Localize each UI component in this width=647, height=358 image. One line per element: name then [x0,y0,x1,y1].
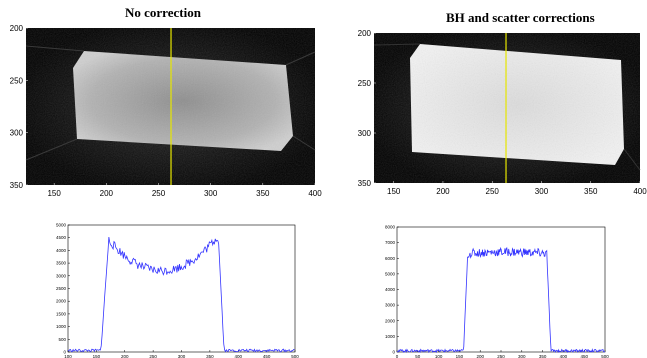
y-tick-label: 1000 [385,334,396,339]
streak-artifact [292,135,316,151]
y-tick-label: 300 [358,129,372,138]
x-tick-label: 100 [64,354,72,358]
profile-plot-no-correction: 100 150 200 250 300 350 400 450 5000500100015002… [56,223,299,358]
x-tick-label: 300 [204,189,218,198]
y-tick-label: 2000 [56,299,67,304]
y-tick-label: 4500 [56,235,67,240]
y-tick-label: 250 [10,76,24,85]
y-tick-label: 200 [358,29,372,38]
x-tick-label: 100 [435,354,443,358]
profile-series [67,236,295,353]
y-tick-label: 1000 [56,324,67,329]
x-tick-label: 400 [308,189,322,198]
y-tick-label: 350 [10,181,24,190]
y-tick-label: 3000 [56,273,67,278]
plot-axes-no-correction: 100 150 200 250 300 350 400 450 5000500100015002… [56,223,299,358]
y-tick-label: 0 [63,350,66,355]
x-tick-label: 450 [263,354,271,358]
y-tick-label: 3500 [56,261,67,266]
x-tick-label: 0 [396,354,399,358]
y-tick-label: 7000 [385,240,396,245]
x-tick-label: 350 [584,187,598,196]
x-tick-label: 250 [149,354,157,358]
x-tick-label: 150 [387,187,401,196]
profile-series [396,246,606,354]
streak-artifact [25,138,78,161]
x-tick-label: 200 [476,354,484,358]
y-tick-label: 8000 [385,225,396,230]
y-tick-label: 350 [358,179,372,188]
y-tick-label: 3000 [385,303,396,308]
plot-axes-bh-scatter: 0 50 100 150 200 250 300 350 400 450 5000100020003… [385,225,609,358]
streak-artifact [25,45,85,52]
y-tick-label: 300 [10,129,24,138]
x-tick-label: 200 [100,189,114,198]
chart-title-bh-scatter: BH and scatter corrections [446,10,595,25]
streak-artifact [285,51,316,66]
x-tick-label: 450 [580,354,588,358]
ct-image-bh-scatter: 150 200 250 300 350 400 200 250 300 350 [358,29,647,196]
x-tick-label: 400 [633,187,647,196]
x-tick-label: 500 [601,354,609,358]
x-tick-label: 50 [415,354,421,358]
y-tick-label: 250 [358,79,372,88]
x-tick-label: 350 [256,189,270,198]
profile-plot-bh-scatter: 0 50 100 150 200 250 300 350 400 450 5000100020003… [385,225,609,358]
chart-title-no-correction: No correction [125,5,201,20]
y-tick-label: 5000 [56,223,67,228]
x-tick-label: 150 [47,189,61,198]
plot-frame [67,224,296,353]
y-tick-label: 2500 [56,286,67,291]
y-tick-label: 0 [392,350,395,355]
y-tick-label: 4000 [56,248,67,253]
x-tick-label: 250 [152,189,166,198]
y-tick-label: 1500 [56,311,67,316]
image-noise [374,33,640,183]
streak-artifact [623,148,641,171]
x-tick-label: 200 [436,187,450,196]
x-tick-label: 300 [535,187,549,196]
x-tick-label: 250 [486,187,500,196]
x-tick-label: 300 [178,354,186,358]
streak-artifact [373,43,421,46]
image-axes-bh-scatter: 150 200 250 300 350 400 200 250 300 350 [358,29,647,196]
x-tick-label: 400 [560,354,568,358]
y-tick-label: 500 [58,337,66,342]
ct-image-no-correction: 150 200 250 300 350 400 200 250 300 350 [10,24,323,198]
x-tick-label: 500 [291,354,299,358]
x-tick-label: 350 [539,354,547,358]
x-tick-label: 200 [121,354,129,358]
x-tick-label: 350 [206,354,214,358]
x-tick-label: 150 [93,354,101,358]
y-tick-label: 5000 [385,271,396,276]
x-tick-label: 250 [497,354,505,358]
x-tick-label: 300 [518,354,526,358]
y-tick-label: 2000 [385,318,396,323]
image-axes-no-correction: 150 200 250 300 350 400 200 250 300 350 [10,24,323,198]
x-tick-label: 150 [456,354,464,358]
plot-frame [396,226,606,353]
y-tick-label: 4000 [385,287,396,292]
y-tick-label: 6000 [385,256,396,261]
y-tick-label: 200 [10,24,24,33]
x-tick-label: 400 [234,354,242,358]
